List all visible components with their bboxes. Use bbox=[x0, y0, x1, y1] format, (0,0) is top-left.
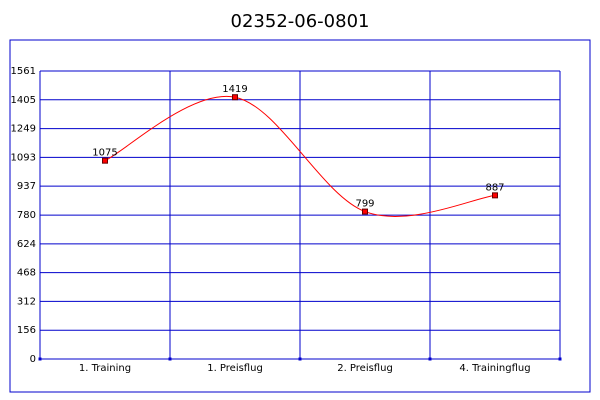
axis-dot bbox=[38, 357, 42, 361]
axis-dot bbox=[168, 357, 172, 361]
marker bbox=[232, 94, 238, 101]
y-tick-label: 780 bbox=[17, 210, 36, 221]
x-tick-label: 2. Preisflug bbox=[337, 363, 393, 374]
axis-dot bbox=[558, 357, 562, 361]
chart-frame bbox=[9, 39, 591, 393]
y-tick-label: 624 bbox=[17, 239, 36, 250]
data-label: 1419 bbox=[222, 84, 247, 95]
x-tick-label: 1. Preisflug bbox=[207, 363, 263, 374]
y-tick-label: 468 bbox=[17, 268, 36, 279]
y-tick-label: 312 bbox=[17, 296, 36, 307]
y-tick-label: 156 bbox=[17, 325, 36, 336]
data-label: 887 bbox=[485, 182, 504, 193]
x-tick-label: 1. Training bbox=[79, 363, 131, 374]
y-tick-label: 1405 bbox=[11, 95, 36, 106]
data-label: 1075 bbox=[92, 148, 117, 159]
chart-title: 02352-06-0801 bbox=[231, 11, 370, 32]
marker bbox=[492, 192, 498, 199]
axis-dot bbox=[298, 357, 302, 361]
y-tick-label: 1249 bbox=[11, 124, 36, 135]
y-tick-label: 0 bbox=[30, 354, 36, 365]
y-tick-label: 1093 bbox=[11, 152, 36, 163]
marker bbox=[102, 157, 108, 164]
line bbox=[104, 95, 496, 217]
y-tick-label: 1561 bbox=[11, 66, 36, 77]
x-tick-label: 4. Trainingflug bbox=[459, 363, 530, 374]
data-label: 799 bbox=[355, 199, 374, 210]
marker bbox=[362, 208, 368, 215]
axis-dot bbox=[428, 357, 432, 361]
y-tick-label: 937 bbox=[17, 181, 36, 192]
